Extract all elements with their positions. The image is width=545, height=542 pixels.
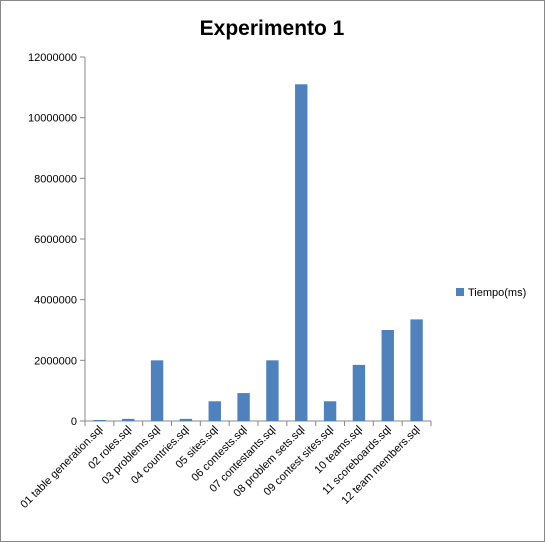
y-tick-label: 4000000	[34, 295, 77, 307]
y-axis: 0 2000000 4000000 6000000 8000000 10000000 120…	[28, 52, 86, 428]
legend: Tiempo(ms)	[456, 287, 526, 299]
bars	[93, 84, 423, 422]
bar	[179, 418, 193, 421]
bar	[410, 319, 423, 421]
bar	[208, 401, 221, 421]
y-tick-label: 12000000	[28, 52, 77, 64]
bar	[323, 401, 337, 421]
y-tick-label: 2000000	[34, 355, 77, 367]
bar	[352, 364, 366, 421]
bar	[237, 393, 250, 421]
bar	[266, 360, 279, 421]
bar	[381, 330, 394, 421]
bar	[295, 84, 308, 422]
y-tick-label: 0	[71, 416, 77, 428]
chart-title: Experimento 1	[200, 17, 345, 40]
legend-label-tiempo: Tiempo(ms)	[468, 287, 526, 299]
y-tick-label: 6000000	[34, 234, 77, 246]
bar	[122, 418, 135, 421]
bar	[93, 420, 106, 421]
y-tick-label: 10000000	[28, 113, 77, 125]
bar	[150, 360, 164, 421]
legend-swatch	[456, 288, 464, 296]
y-tick-label: 8000000	[34, 173, 77, 185]
